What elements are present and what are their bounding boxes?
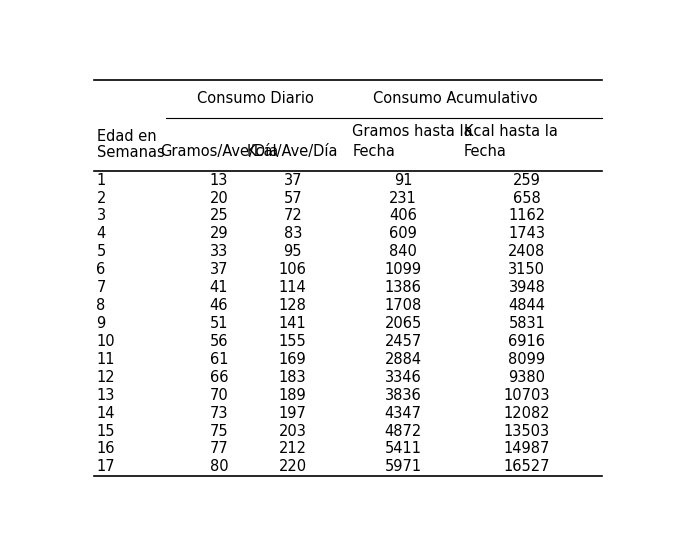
Text: 203: 203 [279,423,307,439]
Text: Kcal hasta la: Kcal hasta la [464,124,557,139]
Text: 658: 658 [513,191,540,205]
Text: 7: 7 [96,280,106,295]
Text: 75: 75 [210,423,228,439]
Text: 51: 51 [210,316,228,331]
Text: 220: 220 [278,459,307,474]
Text: 9: 9 [96,316,106,331]
Text: 3: 3 [96,208,105,223]
Text: 183: 183 [279,370,306,385]
Text: 2: 2 [96,191,106,205]
Text: 141: 141 [279,316,307,331]
Text: 4347: 4347 [385,405,422,421]
Text: 66: 66 [210,370,228,385]
Text: Fecha: Fecha [352,143,395,159]
Text: 91: 91 [394,173,412,187]
Text: 609: 609 [389,226,417,241]
Text: 10: 10 [96,334,115,349]
Text: 231: 231 [389,191,417,205]
Text: 73: 73 [210,405,228,421]
Text: 840: 840 [389,244,417,259]
Text: 61: 61 [210,352,228,367]
Text: 83: 83 [284,226,302,241]
Text: 12: 12 [96,370,115,385]
Text: 169: 169 [279,352,307,367]
Text: 56: 56 [210,334,228,349]
Text: 17: 17 [96,459,115,474]
Text: 3948: 3948 [509,280,545,295]
Text: 57: 57 [283,191,302,205]
Text: 9380: 9380 [509,370,545,385]
Text: 11: 11 [96,352,115,367]
Text: 5831: 5831 [509,316,545,331]
Text: 10703: 10703 [504,387,550,403]
Text: 3836: 3836 [385,387,422,403]
Text: 14: 14 [96,405,115,421]
Text: 15: 15 [96,423,115,439]
Text: 25: 25 [210,208,228,223]
Text: 155: 155 [279,334,307,349]
Text: 189: 189 [279,387,307,403]
Text: 1: 1 [96,173,106,187]
Text: Consumo Diario: Consumo Diario [198,92,314,106]
Text: 13503: 13503 [504,423,550,439]
Text: 12082: 12082 [504,405,550,421]
Text: 16527: 16527 [504,459,550,474]
Text: 29: 29 [210,226,228,241]
Text: 4844: 4844 [509,298,545,313]
Text: 5971: 5971 [385,459,422,474]
Text: 197: 197 [279,405,307,421]
Text: 1386: 1386 [385,280,422,295]
Text: 2884: 2884 [385,352,422,367]
Text: 6916: 6916 [509,334,545,349]
Text: Fecha: Fecha [464,143,507,159]
Text: 1162: 1162 [509,208,545,223]
Text: 114: 114 [279,280,307,295]
Text: Edad en: Edad en [97,129,157,144]
Text: 406: 406 [389,208,417,223]
Text: 14987: 14987 [504,441,550,456]
Text: Kcal/Ave/Día: Kcal/Ave/Día [247,143,339,159]
Text: 5411: 5411 [385,441,422,456]
Text: 13: 13 [96,387,115,403]
Text: 212: 212 [279,441,307,456]
Text: 3346: 3346 [385,370,422,385]
Text: 3150: 3150 [509,262,545,277]
Text: 2457: 2457 [384,334,422,349]
Text: 1708: 1708 [384,298,422,313]
Text: 37: 37 [210,262,228,277]
Text: 77: 77 [210,441,228,456]
Text: 8: 8 [96,298,106,313]
Text: 5: 5 [96,244,106,259]
Text: 2065: 2065 [384,316,422,331]
Text: 72: 72 [283,208,302,223]
Text: 20: 20 [210,191,228,205]
Text: 70: 70 [210,387,228,403]
Text: 106: 106 [279,262,307,277]
Text: 37: 37 [284,173,302,187]
Text: Gramos/Ave/Día: Gramos/Ave/Día [160,143,278,159]
Text: 16: 16 [96,441,115,456]
Text: 2408: 2408 [509,244,545,259]
Text: Semanas: Semanas [97,146,165,160]
Text: 41: 41 [210,280,228,295]
Text: 128: 128 [279,298,307,313]
Text: 1099: 1099 [385,262,422,277]
Text: 46: 46 [210,298,228,313]
Text: 1743: 1743 [509,226,545,241]
Text: 13: 13 [210,173,228,187]
Text: 6: 6 [96,262,106,277]
Text: 33: 33 [210,244,228,259]
Text: 4872: 4872 [384,423,422,439]
Text: 259: 259 [513,173,541,187]
Text: Consumo Acumulativo: Consumo Acumulativo [373,92,538,106]
Text: 8099: 8099 [509,352,545,367]
Text: 80: 80 [210,459,228,474]
Text: 4: 4 [96,226,106,241]
Text: 95: 95 [284,244,302,259]
Text: Gramos hasta la: Gramos hasta la [352,124,473,139]
